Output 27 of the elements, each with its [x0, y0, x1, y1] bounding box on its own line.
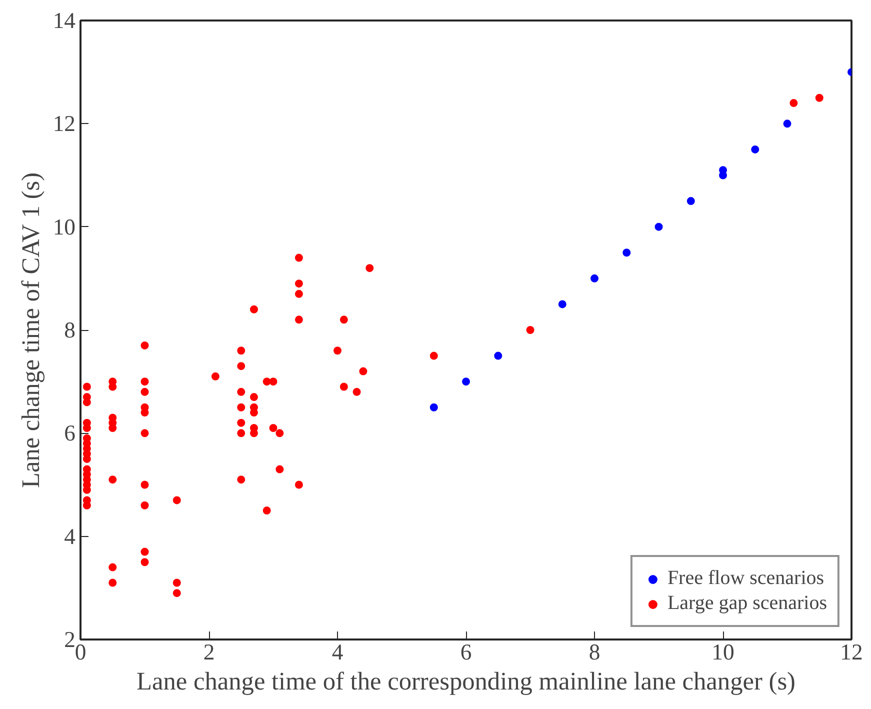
y-tick-label: 12: [52, 111, 76, 136]
x-tick-label: 6: [460, 640, 472, 664]
x-tick-label: 0: [74, 640, 86, 664]
y-axis-title: Lane change time of CAV 1 (s): [16, 172, 45, 488]
point: [430, 403, 438, 412]
y-tick-label: 6: [64, 420, 76, 446]
point: [558, 300, 566, 308]
y-tick-label: 10: [52, 214, 76, 240]
point: [590, 274, 598, 282]
point: [751, 145, 760, 154]
legend-label: Free flow scenarios: [667, 567, 824, 590]
x-tick-label: 8: [588, 640, 600, 664]
point: [686, 197, 695, 206]
x-axis-title: Lane change time of the corresponding mainline lane changer (s): [136, 668, 796, 696]
x-tick-label: 12: [840, 640, 863, 664]
legend-label: Large gap scenarios: [667, 592, 827, 615]
point: [654, 222, 663, 231]
x-tick-label: 2: [203, 640, 215, 664]
x-tick-label: 4: [332, 640, 344, 664]
x-tick-label: 10: [712, 640, 734, 664]
y-tick-label: 4: [64, 524, 76, 549]
point: [494, 352, 502, 360]
point: [462, 378, 470, 386]
point: [622, 248, 631, 257]
y-tick-label: 14: [52, 8, 76, 33]
y-tick-label: 8: [64, 318, 76, 342]
point: [783, 120, 792, 128]
